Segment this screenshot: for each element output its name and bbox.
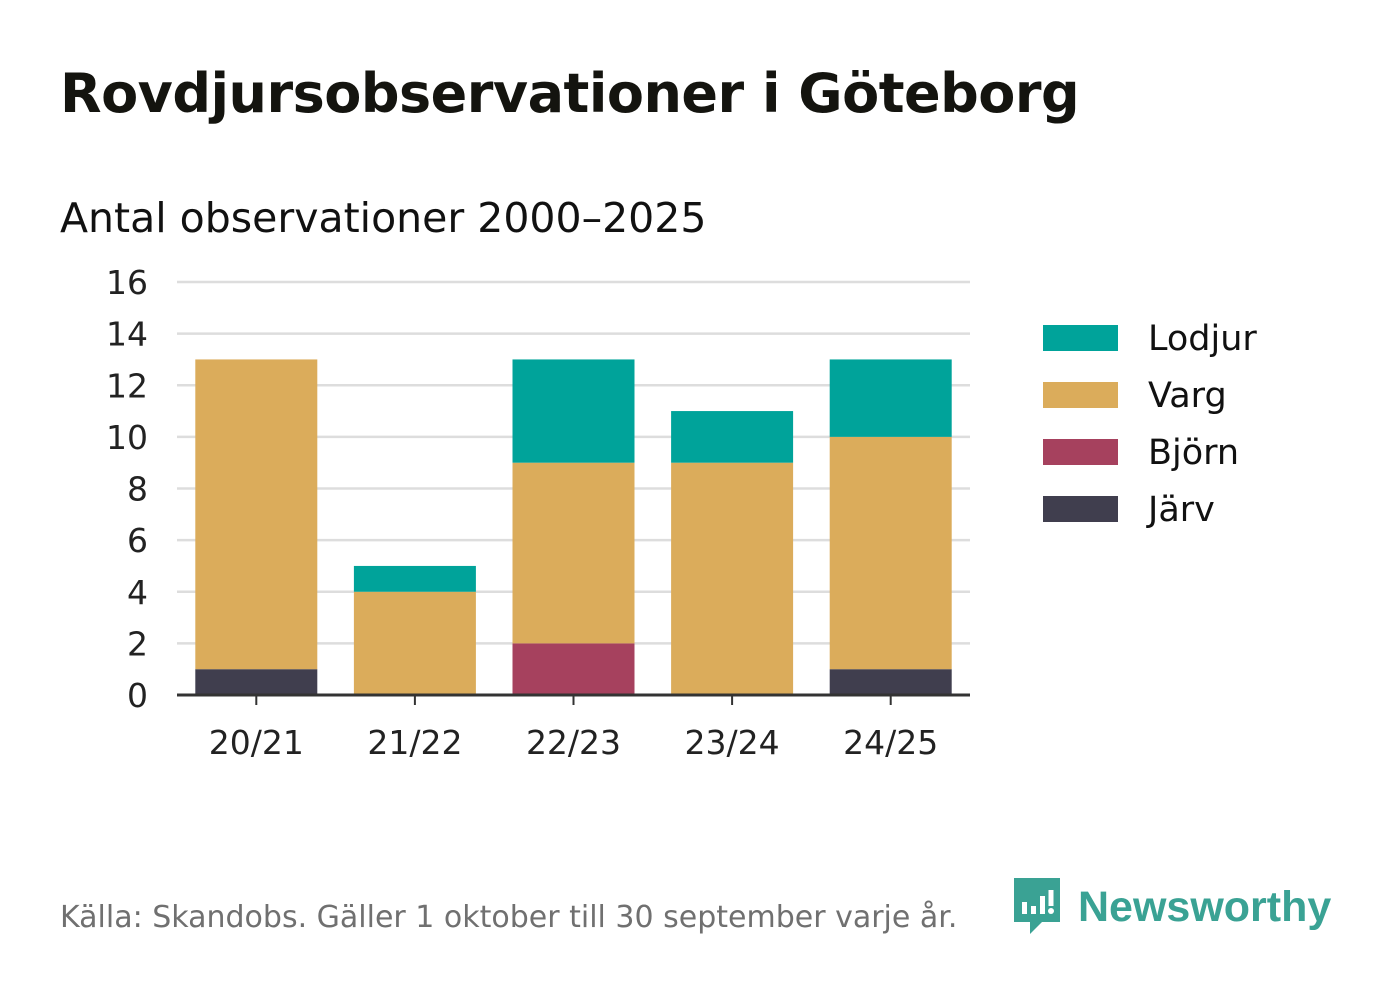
y-tick-label: 14 <box>106 315 148 354</box>
bar-segment <box>671 462 794 695</box>
legend-label: Järv <box>1146 490 1215 530</box>
y-tick-label: 16 <box>106 263 148 302</box>
chart-subtitle: Antal observationer 2000–2025 <box>60 194 707 242</box>
y-tick-label: 12 <box>106 366 148 405</box>
x-tick-label: 24/25 <box>843 723 938 762</box>
bar-segment <box>195 359 318 670</box>
y-tick-label: 10 <box>106 418 148 457</box>
chart-title: Rovdjursobservationer i Göteborg <box>60 62 1080 125</box>
bar-segment <box>353 591 476 695</box>
legend-swatch <box>1043 439 1118 465</box>
legend-label: Varg <box>1148 376 1227 416</box>
legend-swatch <box>1043 382 1118 408</box>
bar-segment <box>671 411 794 463</box>
y-tick-label: 2 <box>127 624 148 663</box>
legend-swatch <box>1043 325 1118 351</box>
bar-segment <box>512 643 635 695</box>
bar-segment <box>353 565 476 592</box>
bar-segment <box>195 669 318 695</box>
x-tick-label: 23/24 <box>685 723 780 762</box>
legend-swatch <box>1043 496 1118 522</box>
newsworthy-logo-icon <box>1014 878 1060 934</box>
bar-segment <box>829 359 952 437</box>
bar-segment <box>829 669 952 695</box>
x-tick-label: 20/21 <box>209 723 304 762</box>
legend-label: Björn <box>1148 433 1239 473</box>
x-tick-label: 22/23 <box>526 723 621 762</box>
source-note: Källa: Skandobs. Gäller 1 oktober till 3… <box>60 900 958 935</box>
y-tick-label: 4 <box>127 573 148 612</box>
legend-label: Lodjur <box>1148 319 1257 359</box>
y-tick-label: 6 <box>127 521 148 560</box>
brand-name: Newsworthy <box>1078 882 1332 931</box>
x-tick-label: 21/22 <box>367 723 462 762</box>
bar-segment <box>829 436 952 670</box>
bar-segment <box>512 462 635 644</box>
bar-segment <box>512 359 635 463</box>
brand-logo: Newsworthy <box>1010 876 1331 938</box>
y-tick-label: 8 <box>127 470 148 509</box>
y-tick-label: 0 <box>127 676 148 715</box>
